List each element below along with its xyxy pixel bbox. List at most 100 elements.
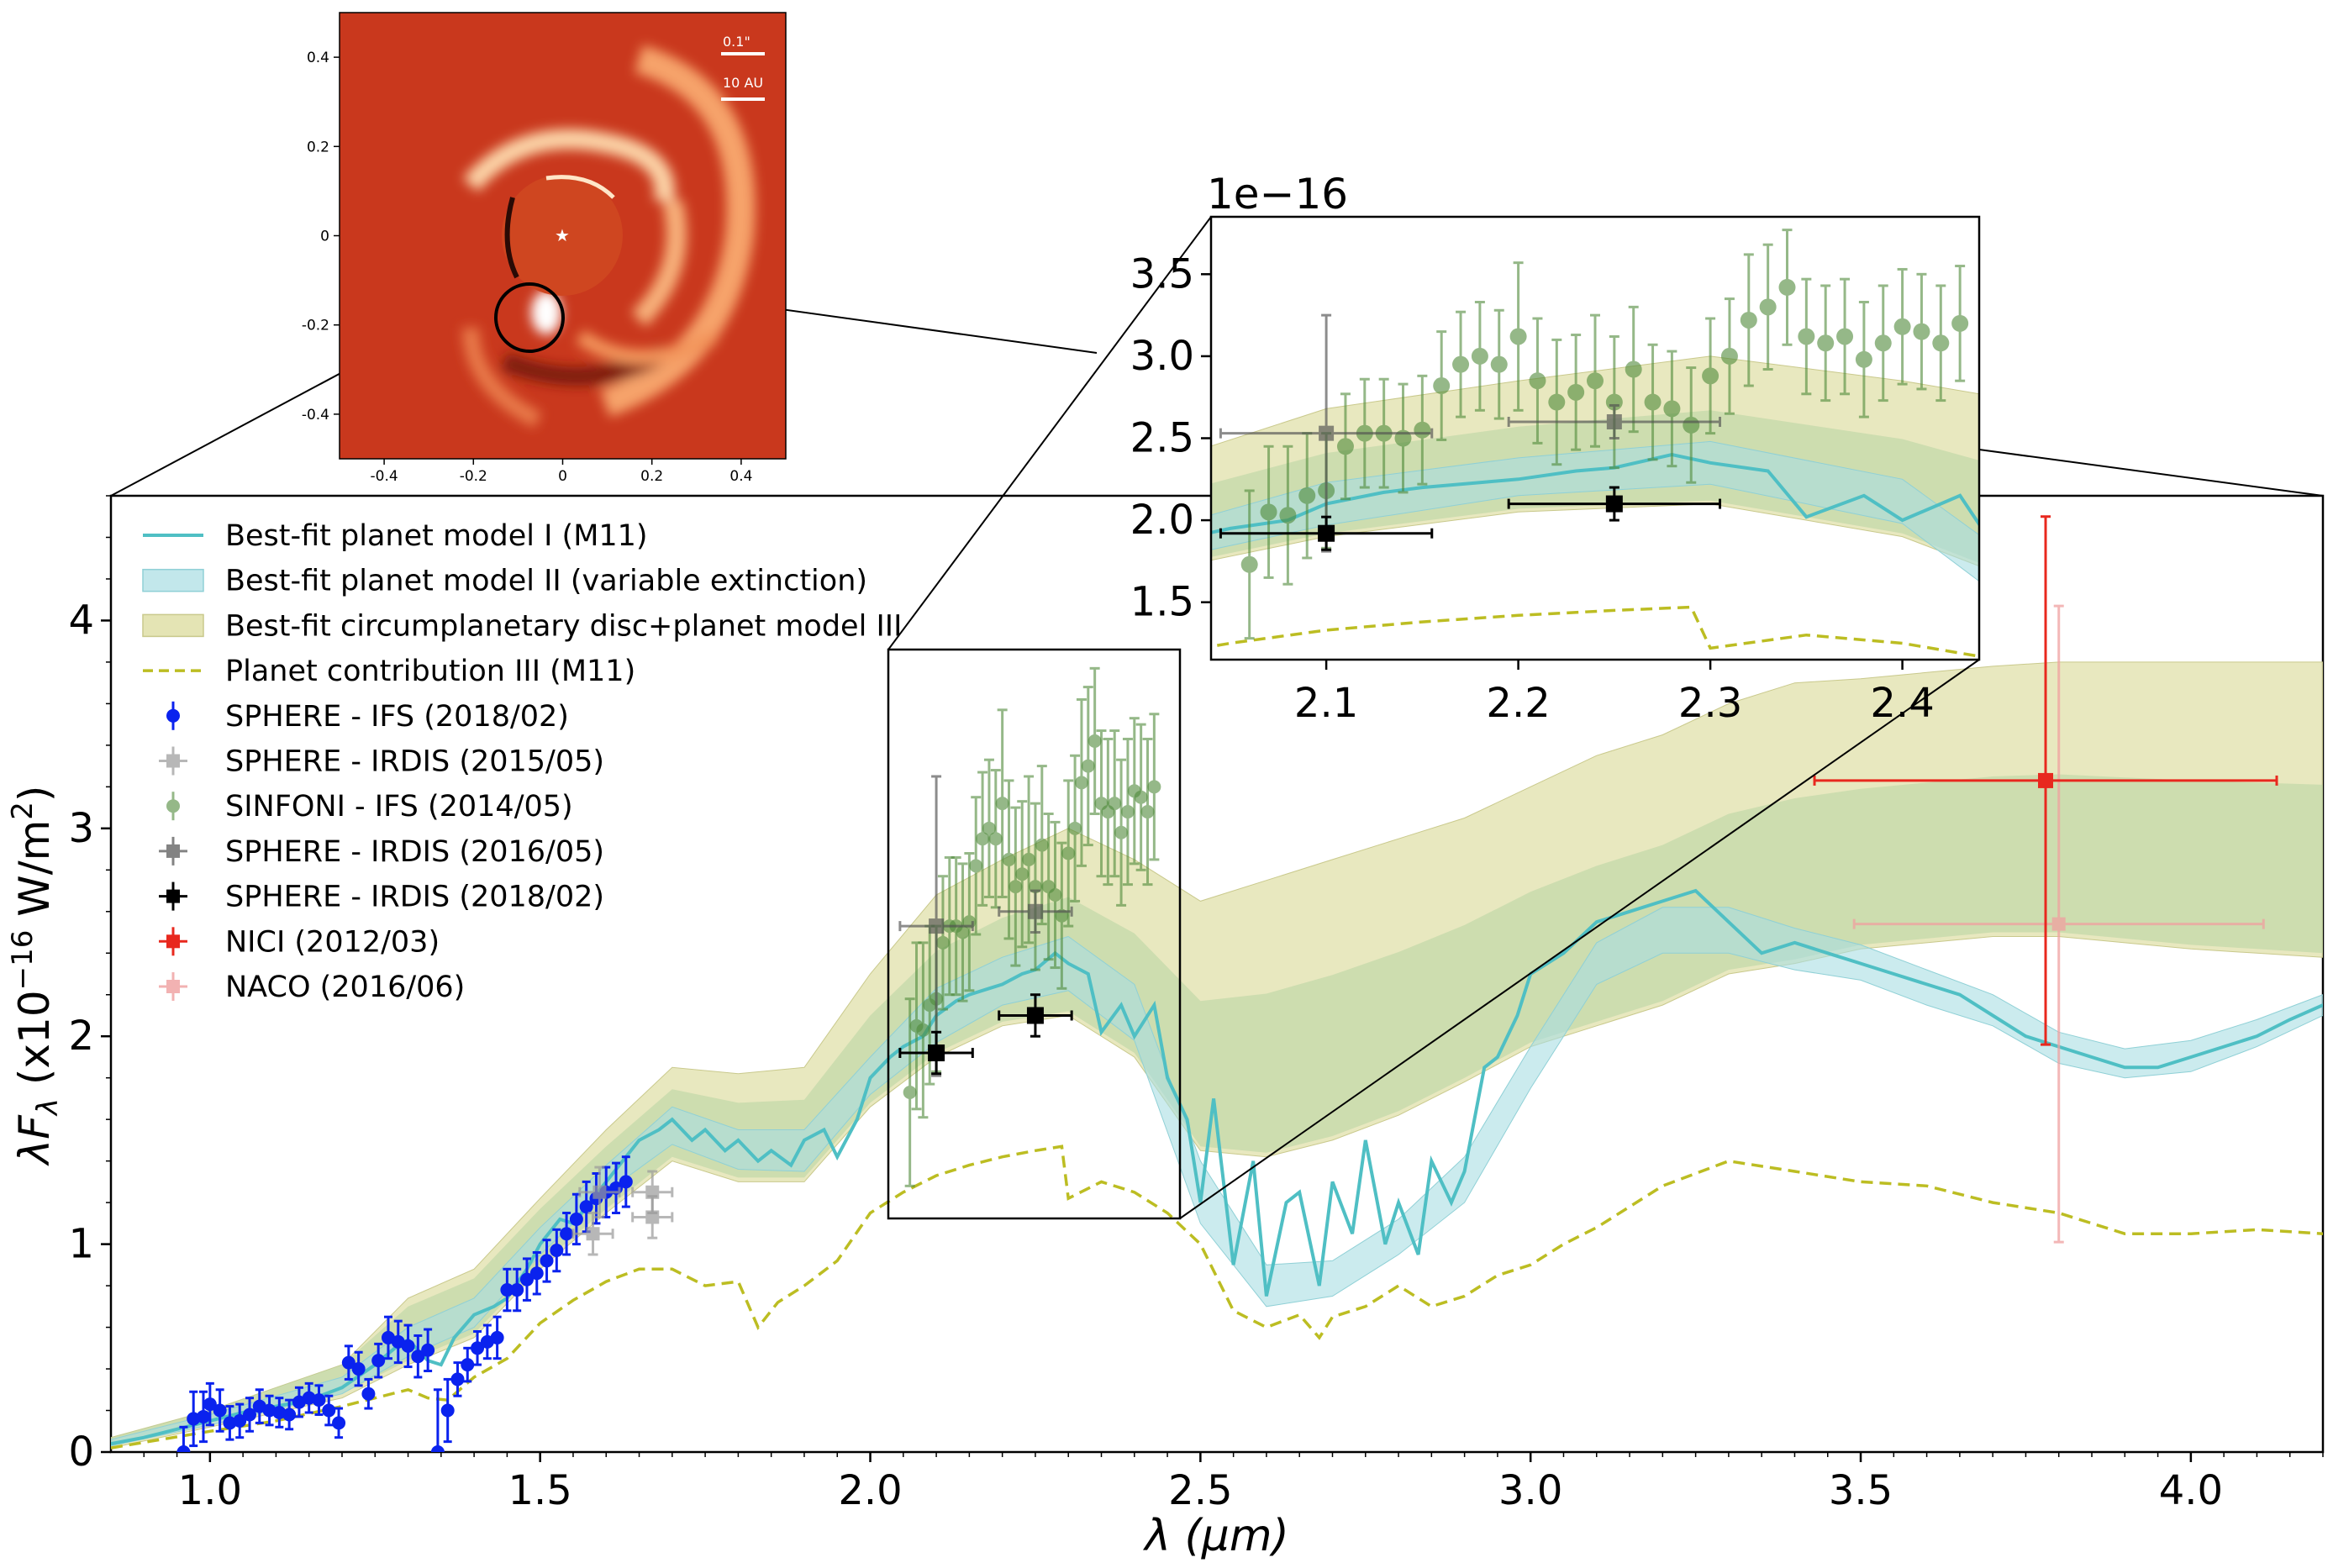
main-ifs-point-marker bbox=[619, 1175, 633, 1189]
main-sinfoni-point-marker bbox=[1088, 734, 1102, 748]
disc-arc-right bbox=[631, 199, 687, 327]
zoom-sinfoni-point bbox=[1644, 343, 1662, 461]
zoom-irdis2018-point bbox=[1507, 486, 1722, 522]
main-ifs-point bbox=[440, 1377, 455, 1444]
zoom-y-tick-label: 3.0 bbox=[1130, 333, 1194, 380]
main-sinfoni-point-marker bbox=[1074, 776, 1088, 790]
legend: Best-fit planet model I (M11) Best-fit pl… bbox=[142, 519, 902, 1004]
zoom-sinfoni-point bbox=[1452, 310, 1470, 418]
main-sinfoni-point bbox=[995, 708, 1009, 898]
zoom-x-tick-label: 2.2 bbox=[1486, 680, 1550, 727]
main-sinfoni-point-marker bbox=[1134, 790, 1148, 804]
main-irdis2016-point bbox=[998, 889, 1073, 934]
main-sinfoni-point bbox=[1147, 713, 1161, 861]
main-sinfoni-point-marker bbox=[1068, 821, 1082, 835]
zoom-irdis2016-point-marker bbox=[1319, 425, 1335, 441]
main-irdis2015-point bbox=[631, 1170, 674, 1214]
zoom-sinfoni-point-marker bbox=[1260, 503, 1277, 521]
main-sinfoni-point bbox=[1035, 765, 1049, 926]
main-sinfoni-point bbox=[1101, 737, 1115, 887]
zoom-sinfoni-point bbox=[1471, 300, 1488, 412]
zoom-sinfoni-point bbox=[1587, 313, 1604, 448]
y-label-sub: λ bbox=[31, 1098, 65, 1117]
zoom-indicator bbox=[887, 216, 1980, 1220]
main-ifs-point-marker bbox=[550, 1244, 564, 1258]
main-ifs-point-marker bbox=[411, 1350, 425, 1364]
main-ifs-point bbox=[196, 1390, 210, 1444]
zoom-sinfoni-point bbox=[1740, 253, 1757, 387]
zoom-sinfoni-point-marker bbox=[1490, 355, 1508, 373]
main-sinfoni-point-marker bbox=[995, 797, 1009, 811]
legend-entry: NICI (2012/03) bbox=[159, 925, 440, 959]
legend-entry: SPHERE - IRDIS (2015/05) bbox=[159, 745, 604, 779]
main-ifs-point bbox=[550, 1228, 564, 1273]
main-sinfoni-point bbox=[916, 941, 930, 1119]
zoom-sinfoni-point bbox=[1874, 284, 1892, 403]
main-irdis2015-point bbox=[578, 1165, 621, 1218]
zoom-sinfoni-point bbox=[1913, 272, 1930, 391]
main-sinfoni-point-marker bbox=[1114, 825, 1129, 839]
zoom-sinfoni-point-marker bbox=[1663, 400, 1681, 418]
legend-label: NICI (2012/03) bbox=[225, 925, 440, 959]
disc-structure bbox=[462, 45, 756, 428]
main-ifs-point-marker bbox=[233, 1413, 247, 1428]
zoom-irdis2018-point-marker bbox=[1605, 495, 1623, 513]
main-ifs-point-marker bbox=[351, 1362, 366, 1376]
main-ifs-point-marker bbox=[579, 1200, 593, 1214]
zoom-data-layer bbox=[1211, 229, 1979, 658]
image-y-tick-label: 0.4 bbox=[307, 50, 329, 66]
main-ifs-point-marker bbox=[203, 1397, 217, 1412]
x-tick-label: 2.0 bbox=[838, 1467, 902, 1514]
zoom-sinfoni-point bbox=[1893, 267, 1911, 386]
legend-handle-model3 bbox=[142, 613, 204, 638]
main-ifs-point bbox=[461, 1346, 475, 1383]
main-sinfoni-point bbox=[982, 758, 996, 898]
x-tick-label: 1.0 bbox=[178, 1467, 242, 1514]
main-nici-point bbox=[1813, 515, 2278, 1046]
main-planet3-line bbox=[111, 1144, 2323, 1450]
legend-label: NACO (2016/06) bbox=[225, 971, 465, 1004]
zoom-sinfoni-point-marker bbox=[1702, 367, 1719, 385]
zoom-y-tick-label: 2.0 bbox=[1130, 497, 1194, 544]
main-sinfoni-point-marker bbox=[903, 1086, 917, 1100]
disc-arc-outer bbox=[600, 45, 756, 418]
zoom-connector-upper bbox=[887, 216, 1212, 650]
main-ifs-point-marker bbox=[450, 1372, 465, 1386]
main-sinfoni-point bbox=[903, 997, 917, 1187]
y-label-lead: λF bbox=[10, 1114, 59, 1167]
y-label-tail: W/m bbox=[10, 820, 59, 930]
main-plot: 1.0 1.5 2.0 2.5 3.0 3.5 4.0 0 1 2 3 4 λ (µm) λFλ (x… bbox=[6, 494, 2325, 1561]
zoom-sinfoni-point bbox=[1855, 300, 1872, 418]
main-ifs-point-marker bbox=[282, 1408, 297, 1422]
main-ifs-point-marker bbox=[421, 1343, 435, 1357]
zoom-sinfoni-point-marker bbox=[1298, 487, 1316, 504]
zoom-sinfoni-point-marker bbox=[1625, 360, 1642, 378]
zoom-sinfoni-point-marker bbox=[1798, 328, 1815, 345]
zoom-sinfoni-point-marker bbox=[1587, 372, 1604, 390]
zoom-sinfoni-point bbox=[1548, 338, 1566, 466]
legend-entry: Best-fit planet model I (M11) bbox=[143, 519, 648, 553]
zoom-sinfoni-point bbox=[1663, 350, 1681, 468]
main-ifs-point-marker bbox=[560, 1227, 574, 1241]
main-sinfoni-point-marker bbox=[1015, 867, 1030, 881]
image-x-tick-label: -0.4 bbox=[371, 468, 398, 485]
zoom-model1-line bbox=[1211, 452, 1979, 534]
main-ifs-point bbox=[223, 1405, 237, 1441]
zoom-sinfoni-point-marker bbox=[1683, 416, 1700, 434]
main-sinfoni-point-marker bbox=[969, 859, 983, 873]
main-ifs-point bbox=[540, 1239, 554, 1283]
main-sinfoni-point-marker bbox=[976, 832, 990, 846]
image-tick-layer: -0.4 -0.2 0 0.2 0.4 -0.4 -0.2 0 0.2 0.4 bbox=[302, 50, 753, 485]
main-ifs-point-marker bbox=[312, 1393, 326, 1408]
image-y-tick-label: -0.2 bbox=[302, 318, 329, 334]
zoom-y-tick-label: 1.5 bbox=[1130, 579, 1194, 626]
main-irdis2015-point-marker bbox=[645, 1185, 660, 1199]
zoom-sinfoni-point-marker bbox=[1817, 334, 1835, 352]
main-ifs-point bbox=[450, 1361, 465, 1397]
main-irdis2018-point-marker bbox=[928, 1044, 945, 1062]
zoom-sinfoni-point-marker bbox=[1778, 278, 1796, 296]
zoom-tick-layer: 2.1 2.2 2.3 2.4 1.5 2.0 2.5 3.0 3.5 bbox=[1130, 250, 1935, 727]
legend-handle-nici bbox=[159, 927, 187, 956]
main-sinfoni-point-marker bbox=[1140, 805, 1155, 819]
y-tick-label: 2 bbox=[68, 1013, 94, 1060]
